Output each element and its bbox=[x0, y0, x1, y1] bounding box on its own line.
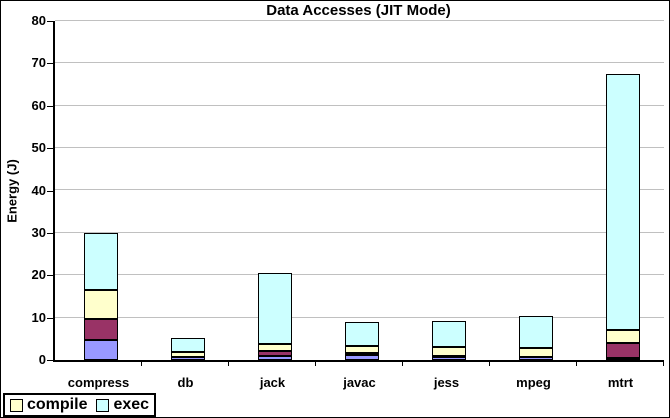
bar-segment-compile bbox=[606, 330, 640, 343]
x-axis-tick bbox=[576, 362, 577, 366]
bar-segment-compile bbox=[432, 347, 466, 356]
y-tick-label: 60 bbox=[31, 98, 46, 113]
bar-segment-compile bbox=[258, 344, 292, 351]
bar-segment-unlabeled-maroon bbox=[345, 353, 379, 355]
bar-segment-unlabeled-maroon bbox=[606, 343, 640, 358]
category-label: javac bbox=[343, 375, 376, 390]
category-label: mtrt bbox=[607, 375, 634, 390]
y-tick-label: 10 bbox=[31, 310, 46, 325]
legend: compile exec bbox=[3, 393, 157, 417]
y-tick-label: 70 bbox=[31, 55, 46, 70]
x-axis-tick bbox=[489, 362, 490, 366]
y-tick-label: 30 bbox=[31, 225, 46, 240]
gridline bbox=[55, 20, 664, 21]
category-label: db bbox=[177, 375, 194, 390]
y-axis-tick bbox=[47, 106, 53, 107]
y-axis-tick bbox=[47, 148, 53, 149]
y-axis-tick bbox=[47, 21, 53, 22]
y-tick-label: 0 bbox=[38, 352, 46, 367]
y-axis-tick bbox=[47, 318, 53, 319]
gridline bbox=[55, 189, 664, 190]
bar-segment-compile bbox=[171, 352, 205, 357]
x-axis-tick bbox=[228, 362, 229, 366]
y-axis-tick bbox=[47, 63, 53, 64]
category-label: mpeg bbox=[516, 375, 551, 390]
bar-segment-compile bbox=[84, 290, 118, 319]
y-axis-tick bbox=[47, 191, 53, 192]
x-axis-tick bbox=[141, 362, 142, 366]
legend-item-compile: compile bbox=[10, 396, 87, 414]
plot-area bbox=[53, 20, 664, 362]
bar-segment-unlabeled-purple bbox=[345, 355, 379, 360]
y-tick-label: 40 bbox=[31, 183, 46, 198]
bar-segment-unlabeled-maroon bbox=[84, 319, 118, 340]
gridline bbox=[55, 317, 664, 318]
bar-segment-exec bbox=[432, 321, 466, 347]
bar-segment-unlabeled-purple bbox=[432, 357, 466, 360]
chart-title: Data Accesses (JIT Mode) bbox=[266, 2, 451, 19]
bar-segment-unlabeled-purple bbox=[606, 358, 640, 360]
bar-segment-compile bbox=[345, 346, 379, 353]
legend-label-compile: compile bbox=[27, 396, 88, 413]
bar-segment-exec bbox=[171, 338, 205, 352]
bar-segment-compile bbox=[519, 348, 553, 357]
bar-segment-exec bbox=[345, 322, 379, 346]
gridline bbox=[55, 274, 664, 275]
legend-label-exec: exec bbox=[113, 396, 150, 413]
x-axis-tick bbox=[402, 362, 403, 366]
y-tick-label: 80 bbox=[31, 13, 46, 28]
compile-swatch-icon bbox=[10, 398, 23, 412]
bar-segment-exec bbox=[258, 273, 292, 344]
x-axis-tick bbox=[315, 362, 316, 366]
gridline bbox=[55, 105, 664, 106]
bar-segment-unlabeled-purple bbox=[519, 357, 553, 360]
bar-segment-unlabeled-maroon bbox=[258, 351, 292, 356]
x-axis-tick bbox=[663, 362, 664, 366]
bar-segment-exec bbox=[84, 233, 118, 290]
gridline bbox=[55, 147, 664, 148]
bar-segment-exec bbox=[519, 316, 553, 348]
bar-segment-unlabeled-purple bbox=[171, 357, 205, 360]
category-label: compress bbox=[67, 375, 130, 390]
y-axis-tick bbox=[47, 360, 53, 361]
y-axis-tick bbox=[47, 233, 53, 234]
category-label: jess bbox=[433, 375, 460, 390]
y-axis-tick bbox=[47, 275, 53, 276]
gridline bbox=[55, 232, 664, 233]
category-label: jack bbox=[259, 375, 286, 390]
exec-swatch-icon bbox=[96, 398, 110, 412]
bar-segment-unlabeled-purple bbox=[84, 340, 118, 360]
y-tick-label: 50 bbox=[31, 140, 46, 155]
y-tick-label: 20 bbox=[31, 267, 46, 282]
bar-segment-unlabeled-purple bbox=[258, 356, 292, 360]
legend-item-exec: exec bbox=[96, 396, 149, 414]
bar-segment-exec bbox=[606, 74, 640, 330]
gridline bbox=[55, 62, 664, 63]
